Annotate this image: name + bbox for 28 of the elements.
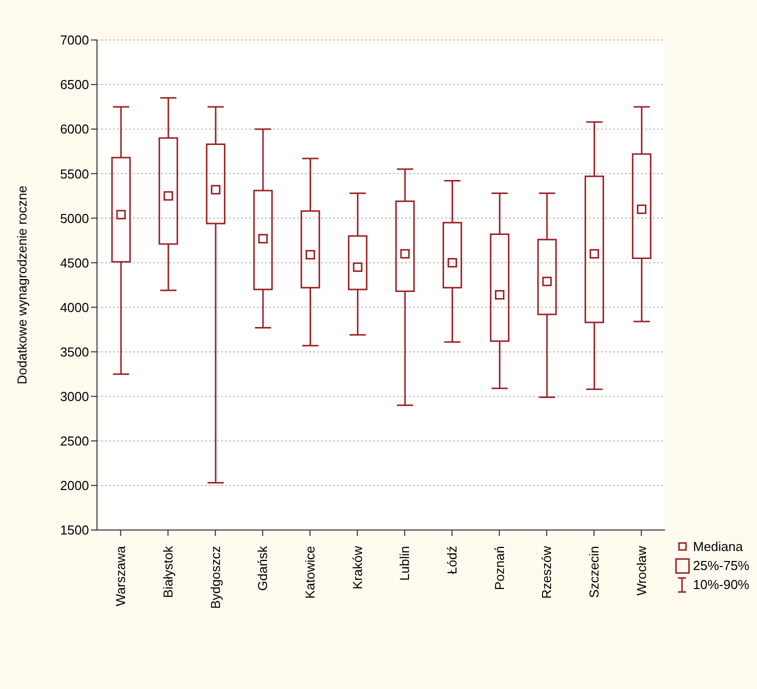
x-tick-label: Katowice — [302, 546, 318, 599]
x-tick-label: Szczecin — [586, 546, 602, 598]
x-tick-label: Gdańsk — [255, 546, 270, 591]
x-tick-label: Warszawa — [113, 545, 128, 606]
x-tick-label: Bydgoszcz — [208, 546, 223, 609]
x-tick-label: Wrocław — [634, 545, 649, 596]
x-tick-label: Poznań — [492, 546, 507, 590]
text: 25%-75% — [693, 557, 750, 575]
y-axis-title: Dodatkowe wynagrodzenie roczne — [14, 186, 30, 384]
y-tick-label: 2500 — [60, 434, 89, 449]
y-tick-label: 5500 — [60, 166, 89, 182]
x-tick-label: Rzeszów — [539, 545, 554, 599]
y-tick-label: 2000 — [60, 478, 89, 494]
y-tick-label: 6000 — [60, 122, 89, 137]
x-tick-label: Kraków — [350, 545, 365, 590]
text: 10%-90% — [693, 576, 750, 594]
y-tick-label: 3000 — [60, 388, 89, 404]
y-tick-label: 5000 — [60, 210, 89, 226]
y-tick-label: 4000 — [60, 300, 89, 315]
y-tick-label: 3500 — [60, 344, 89, 360]
x-tick-label: Łódź — [444, 546, 460, 574]
text: Mediana — [693, 538, 743, 556]
x-tick-label: Białystok — [160, 546, 176, 598]
y-tick-label: 1500 — [60, 522, 89, 538]
y-tick-label: 6500 — [60, 77, 89, 92]
y-tick-label: 7000 — [60, 32, 89, 48]
x-tick-label: Lublin — [397, 546, 412, 581]
y-tick-label: 4500 — [60, 255, 89, 270]
